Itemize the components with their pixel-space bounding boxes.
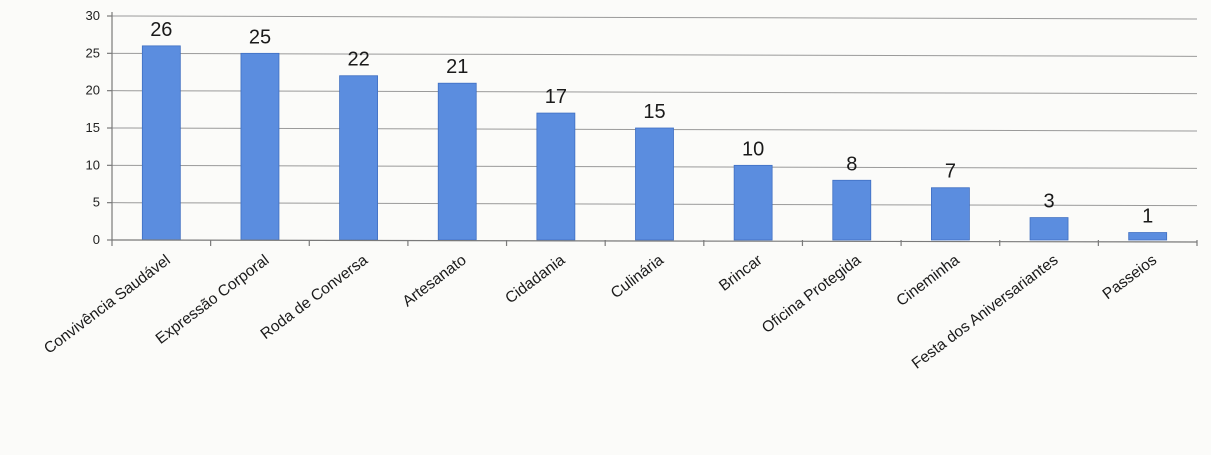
y-tick-label: 0: [93, 232, 100, 247]
bar: [437, 82, 477, 241]
y-tick-label: 5: [93, 195, 100, 210]
x-tick-label: Cidadania: [502, 251, 568, 307]
bar: [635, 127, 674, 241]
data-labels: 26 25 22 21 17 15 10 8 7 3 1: [150, 19, 1153, 228]
data-label: 10: [742, 138, 764, 160]
bar: [931, 187, 970, 241]
gridline: [111, 52, 1198, 57]
data-label: 17: [545, 86, 567, 108]
axes: [107, 12, 1198, 246]
bar: [536, 112, 576, 241]
data-label: 26: [150, 19, 172, 41]
data-label: 7: [945, 161, 956, 183]
bar: [240, 52, 280, 241]
gridline: [111, 15, 1198, 20]
data-label: 8: [846, 153, 857, 175]
bar: [832, 179, 872, 241]
bar: [141, 45, 181, 241]
bar: [733, 164, 773, 241]
y-tick-label: 20: [86, 83, 100, 98]
y-tick-label: 25: [86, 45, 100, 60]
x-tick-label: Oficina Protegida: [759, 251, 864, 336]
x-tick-label: Artesanato: [400, 252, 470, 311]
data-label: 15: [643, 101, 665, 123]
bar: [339, 75, 378, 241]
data-label: 21: [446, 56, 468, 78]
data-label: 3: [1043, 191, 1054, 213]
x-tick-label: Brincar: [716, 252, 765, 295]
gridline: [111, 90, 1198, 95]
bars: [141, 45, 1168, 241]
y-tick-label: 30: [86, 8, 100, 23]
x-tick-label: Roda de Conversa: [258, 251, 372, 343]
data-label: 1: [1142, 206, 1153, 228]
x-tick-label: Passeios: [1100, 251, 1161, 303]
bar: [1128, 232, 1168, 241]
data-label: 25: [249, 26, 271, 48]
y-tick-label: 15: [86, 120, 100, 135]
x-axis-line: [111, 239, 1198, 243]
y-tick-label: 10: [86, 157, 100, 172]
bar: [1029, 217, 1069, 241]
x-tick-label: Culinária: [608, 251, 667, 302]
x-tick-label: Cineminha: [893, 251, 963, 309]
x-tick-label: Convivência Saudável: [41, 252, 174, 358]
y-axis-tick-labels: 0 5 10 15 20 25 30: [86, 8, 100, 247]
data-label: 22: [347, 49, 369, 71]
